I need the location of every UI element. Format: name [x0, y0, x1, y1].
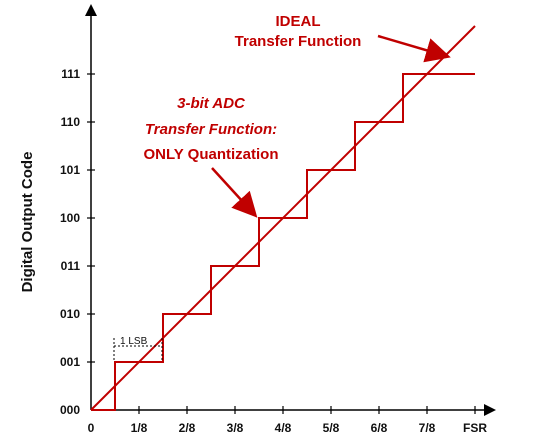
x-tick-label: 6/8 [371, 421, 388, 435]
adc-staircase-line [91, 73, 475, 411]
adc-arrow [211, 167, 258, 218]
lsb-label: 1 LSB [120, 336, 148, 347]
y-axis-title: Digital Output Code [19, 152, 36, 293]
x-tick-label: 4/8 [275, 421, 292, 435]
y-tick-label: 010 [60, 307, 80, 321]
y-tick-label: 001 [60, 355, 80, 369]
ideal-annotation-line2: Transfer Function [235, 33, 362, 50]
ideal-annotation-line1: IDEAL [276, 13, 321, 30]
adc-annotation-line2: Transfer Function: [145, 121, 277, 138]
x-tick-label: 0 [88, 421, 95, 435]
ideal-arrow [377, 34, 451, 63]
x-tick-label: FSR [463, 421, 487, 435]
lsb-marker: 1 LSB [113, 336, 163, 362]
y-tick-label: 110 [61, 115, 81, 129]
y-tick-label: 101 [60, 163, 80, 177]
x-tick-label: 7/8 [419, 421, 436, 435]
x-tick-label: 5/8 [323, 421, 340, 435]
y-tick-label: 100 [60, 211, 80, 225]
x-tick-label: 3/8 [227, 421, 244, 435]
y-tick-label: 111 [61, 67, 80, 81]
y-tick-label: 000 [60, 403, 80, 417]
adc-annotation-line3: ONLY Quantization [143, 146, 278, 163]
y-tick-label: 011 [61, 259, 81, 273]
adc-annotation-line1: 3-bit ADC [177, 95, 246, 112]
x-tick-label: 1/8 [131, 421, 148, 435]
x-tick-label: 2/8 [179, 421, 196, 435]
